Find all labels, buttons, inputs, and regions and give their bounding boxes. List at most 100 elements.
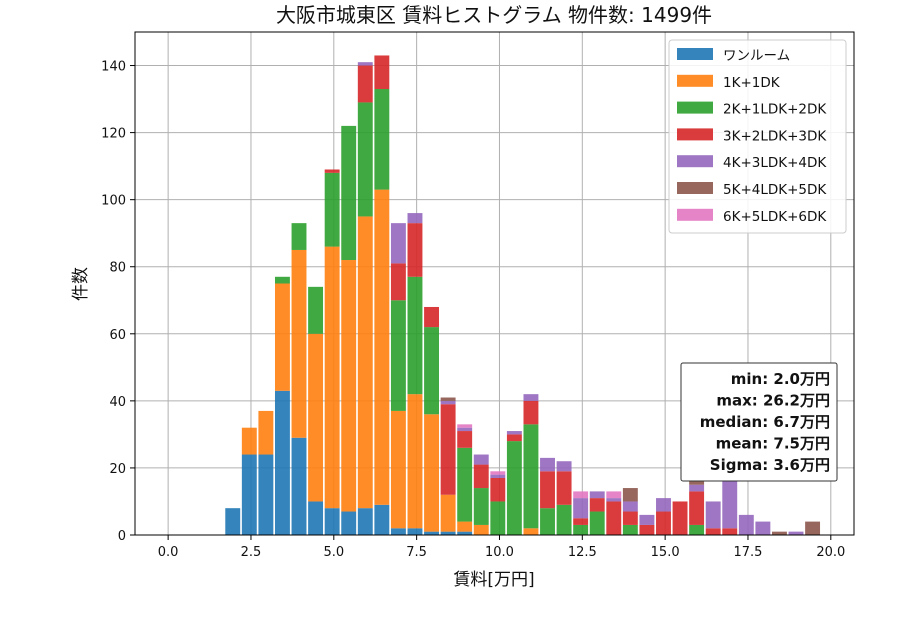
bar-segment <box>540 457 555 472</box>
bar-segment <box>523 400 539 425</box>
stats-box: min: 2.0万円 max: 26.2万円 median: 6.7万円 mean: … <box>680 362 838 482</box>
bar-segment <box>705 528 721 535</box>
bar-segment <box>407 223 423 277</box>
legend-label: 6K+5LDK+6DK <box>723 209 827 225</box>
bar-segment <box>639 524 655 535</box>
x-tick-label: 0.0 <box>158 545 179 560</box>
bar-segment <box>241 454 257 535</box>
bar-segment <box>589 498 605 512</box>
bar-segment <box>589 511 605 535</box>
bar-segment <box>589 491 605 499</box>
y-tick-label: 40 <box>109 395 126 410</box>
bar-segment <box>656 498 671 512</box>
bar-segment <box>274 276 290 284</box>
bar-segment <box>390 300 406 411</box>
stats-line: max: 26.2万円 <box>716 392 830 410</box>
bar-segment <box>324 508 340 535</box>
bar-segment <box>689 524 705 535</box>
legend-swatch <box>677 74 713 87</box>
bar-segment <box>457 427 473 432</box>
bar-segment <box>457 521 473 532</box>
stats-frame <box>680 362 838 482</box>
bar-segment <box>473 454 489 465</box>
bar-segment <box>407 394 423 529</box>
bar-segment <box>788 531 804 535</box>
bar-segment <box>357 102 373 217</box>
bar-segment <box>622 524 638 535</box>
bar-segment <box>407 213 423 224</box>
legend-label: 5K+4LDK+5DK <box>723 182 827 198</box>
bar-segment <box>274 390 290 535</box>
bar-segment <box>258 454 274 535</box>
bar-segment <box>722 477 738 529</box>
bar-segment <box>424 327 440 415</box>
x-tick-label: 17.5 <box>733 545 762 560</box>
y-axis-label: 件数 <box>71 267 91 301</box>
bar-segment <box>407 528 423 535</box>
bar-segment <box>390 528 406 535</box>
bar-segment <box>573 491 589 499</box>
bar-segment <box>573 498 589 519</box>
bar-segment <box>689 491 705 525</box>
stats-line: min: 2.0万円 <box>731 370 830 388</box>
stats-line: Sigma: 3.6万円 <box>710 456 830 474</box>
bar-segment <box>440 494 456 532</box>
bar-segment <box>573 524 589 535</box>
y-tick-label: 0 <box>118 529 126 544</box>
bar-segment <box>308 501 324 535</box>
bar-segment <box>457 531 473 535</box>
y-tick-label: 100 <box>101 194 126 209</box>
y-tick-label: 80 <box>109 261 126 276</box>
bar-segment <box>506 434 522 442</box>
bar-segment <box>424 531 440 535</box>
bar-segment <box>374 504 390 535</box>
x-axis-ticks: 0.0 2.5 5.0 7.5 10.0 12.5 15.0 17.5 20.0 <box>158 535 845 560</box>
legend-label: ワンルーム <box>723 48 790 64</box>
bar-segment <box>722 528 738 535</box>
bar-segment <box>606 498 622 502</box>
bar-segment <box>540 471 555 509</box>
legend-swatch <box>677 128 713 141</box>
bar-segment <box>225 508 241 535</box>
bar-segment <box>241 427 257 455</box>
y-axis-ticks: 0 20 40 60 80 100 120 140 <box>101 60 135 544</box>
bar-segment <box>357 216 373 509</box>
legend-swatch <box>677 48 713 60</box>
bar-segment <box>291 437 307 535</box>
bar-segment <box>357 62 373 66</box>
bar-segment <box>622 488 638 502</box>
bar-segment <box>324 246 340 509</box>
bar-segment <box>490 471 506 475</box>
bar-segment <box>308 333 324 502</box>
legend-label: 3K+2LDK+3DK <box>723 128 827 144</box>
y-tick-label: 140 <box>101 60 126 75</box>
plot-frame <box>134 31 855 536</box>
bar-segment <box>556 471 572 505</box>
stats-line: mean: 7.5万円 <box>716 435 830 453</box>
bar-segment <box>490 477 506 502</box>
bar-segment <box>324 169 340 173</box>
bar-segment <box>639 514 655 525</box>
x-tick-label: 20.0 <box>816 545 845 560</box>
x-tick-label: 7.5 <box>406 545 427 560</box>
x-tick-label: 15.0 <box>651 545 680 560</box>
legend-swatch <box>677 182 713 194</box>
bar-segment <box>523 528 539 535</box>
bar-segment <box>308 286 324 334</box>
bar-segment <box>506 441 522 535</box>
bar-segment <box>390 410 406 529</box>
legend-label: 2K+1LDK+2DK <box>723 102 827 118</box>
bar-segment <box>523 424 539 529</box>
bar-segment <box>457 431 473 448</box>
bar-segment <box>440 397 456 401</box>
bar-segment <box>457 447 473 522</box>
bar-segment <box>672 501 688 535</box>
bar-segment <box>606 491 622 499</box>
x-tick-label: 10.0 <box>485 545 514 560</box>
bar-segment <box>490 474 506 478</box>
bars <box>225 55 821 535</box>
bar-segment <box>457 424 473 428</box>
bar-segment <box>656 511 671 535</box>
bar-segment <box>374 189 390 505</box>
